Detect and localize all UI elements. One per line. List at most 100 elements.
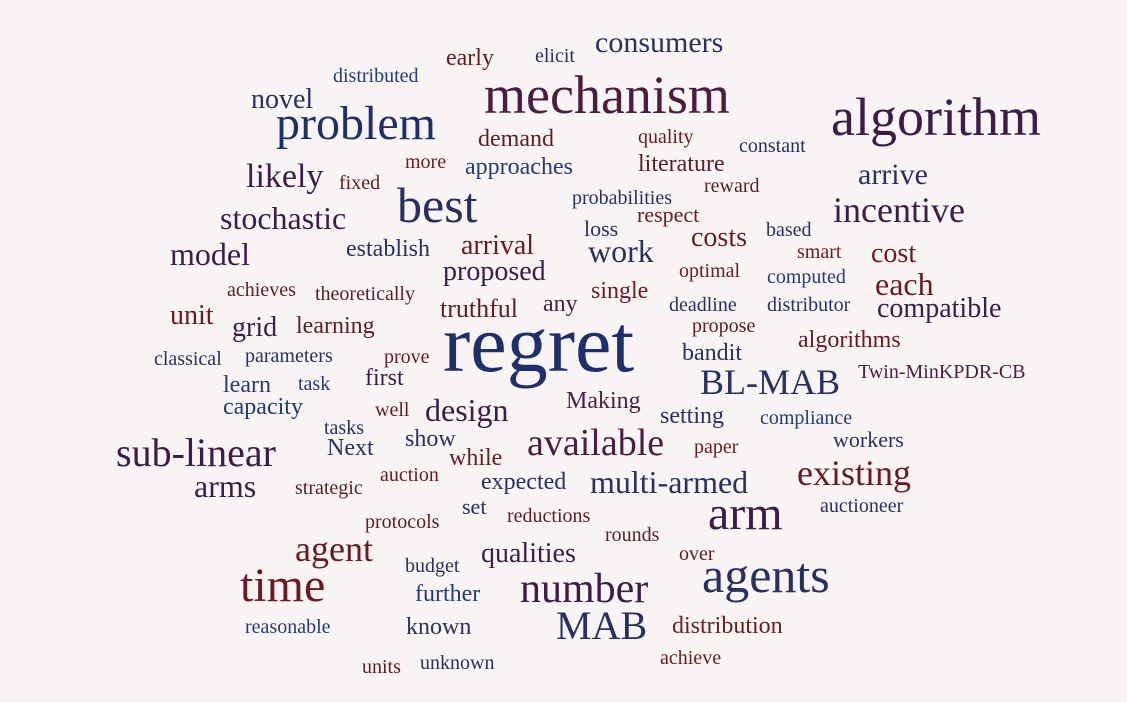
word-achieve: achieve <box>660 647 722 669</box>
word-work: work <box>588 233 654 269</box>
word-theoretically: theoretically <box>315 283 415 305</box>
word-agent: agent <box>295 529 373 569</box>
word-available: available <box>527 422 665 464</box>
word-strategic: strategic <box>295 477 363 499</box>
word-compatible: compatible <box>877 293 1002 324</box>
word-truthful: truthful <box>440 294 518 323</box>
word-smart: smart <box>797 241 842 263</box>
word-mechanism: mechanism <box>484 65 730 125</box>
word-arrive: arrive <box>858 158 928 191</box>
word-fixed: fixed <box>339 172 381 194</box>
word-literature: literature <box>638 151 725 177</box>
word-probabilities: probabilities <box>572 187 672 209</box>
word-constant: constant <box>739 135 806 157</box>
word-quality: quality <box>638 126 694 148</box>
word-demand: demand <box>478 126 554 152</box>
word-novel: novel <box>251 84 314 115</box>
word-reasonable: reasonable <box>245 616 331 638</box>
word-task: task <box>298 373 331 395</box>
word-distributed: distributed <box>333 65 419 87</box>
word-respect: respect <box>637 202 700 227</box>
word-costs: costs <box>691 222 747 253</box>
word-early: early <box>446 45 494 71</box>
word-unknown: unknown <box>420 652 495 674</box>
word-proposed: proposed <box>443 256 546 287</box>
word-prove: prove <box>384 346 430 368</box>
word-agents: agents <box>702 547 830 603</box>
word-algorithm: algorithm <box>831 87 1041 147</box>
word-arrival: arrival <box>461 230 535 261</box>
word-unit: unit <box>170 300 214 331</box>
word-incentive: incentive <box>833 190 965 230</box>
word-learning: learning <box>296 313 375 339</box>
word-bandit: bandit <box>682 340 742 366</box>
word-optimal: optimal <box>679 260 741 282</box>
word-BL-MAB: BL-MAB <box>700 362 841 402</box>
word-cost: cost <box>871 238 917 269</box>
word-workers: workers <box>833 427 904 452</box>
word-units: units <box>362 656 401 678</box>
word-parameters: parameters <box>245 345 333 367</box>
word-establish: establish <box>346 236 430 262</box>
word-arm: arm <box>708 487 783 540</box>
word-achieves: achieves <box>227 279 296 301</box>
word-tasks: tasks <box>324 417 364 439</box>
word-propose: propose <box>692 315 756 337</box>
word-each: each <box>875 266 934 302</box>
word-model: model <box>170 236 250 272</box>
word-set: set <box>462 494 487 519</box>
word-algorithms: algorithms <box>798 327 901 353</box>
word-while: while <box>449 445 503 471</box>
word-time: time <box>240 559 326 612</box>
word-known: known <box>406 614 472 640</box>
word-based: based <box>766 219 812 241</box>
word-single: single <box>591 278 649 304</box>
word-likely: likely <box>246 158 324 195</box>
word-multi-armed: multi-armed <box>590 464 749 500</box>
word-expected: expected <box>481 469 567 495</box>
word-show: show <box>405 426 456 452</box>
word-computed: computed <box>767 266 846 288</box>
word-compliance: compliance <box>760 407 853 429</box>
word-auction: auction <box>380 464 439 486</box>
word-deadline: deadline <box>669 294 737 316</box>
word-number: number <box>520 566 649 612</box>
word-elicit: elicit <box>535 45 575 67</box>
word-approaches: approaches <box>465 154 573 180</box>
word-protocols: protocols <box>365 511 440 533</box>
word-regret: regret <box>443 298 635 389</box>
word-distributor: distributor <box>767 294 851 316</box>
word-capacity: capacity <box>223 394 303 420</box>
word-qualities: qualities <box>481 538 576 569</box>
word-well: well <box>375 399 410 421</box>
word-Making: Making <box>566 388 641 414</box>
word-learn: learn <box>223 372 271 398</box>
word-setting: setting <box>660 403 724 429</box>
word-arms: arms <box>194 468 257 504</box>
word-Twin-MinKPDR-CB: Twin-MinKPDR-CB <box>858 361 1026 383</box>
word-MAB: MAB <box>556 603 648 648</box>
word-first: first <box>365 365 404 391</box>
word-auctioneer: auctioneer <box>820 495 904 517</box>
word-distribution: distribution <box>672 613 783 639</box>
word-best: best <box>397 177 478 233</box>
word-rounds: rounds <box>605 524 660 546</box>
word-sub-linear: sub-linear <box>116 430 276 475</box>
word-existing: existing <box>797 453 911 493</box>
word-paper: paper <box>694 436 739 458</box>
word-over: over <box>679 543 715 565</box>
word-further: further <box>415 581 481 607</box>
word-stochastic: stochastic <box>220 200 347 236</box>
word-reward: reward <box>704 175 760 197</box>
word-Next: Next <box>327 435 374 461</box>
word-design: design <box>425 392 509 428</box>
word-classical: classical <box>154 348 222 370</box>
word-consumers: consumers <box>595 26 724 59</box>
word-grid: grid <box>232 312 278 343</box>
word-reductions: reductions <box>507 505 591 527</box>
word-more: more <box>405 151 447 173</box>
word-any: any <box>543 291 578 317</box>
word-loss: loss <box>584 216 619 241</box>
word-problem: problem <box>276 97 436 150</box>
